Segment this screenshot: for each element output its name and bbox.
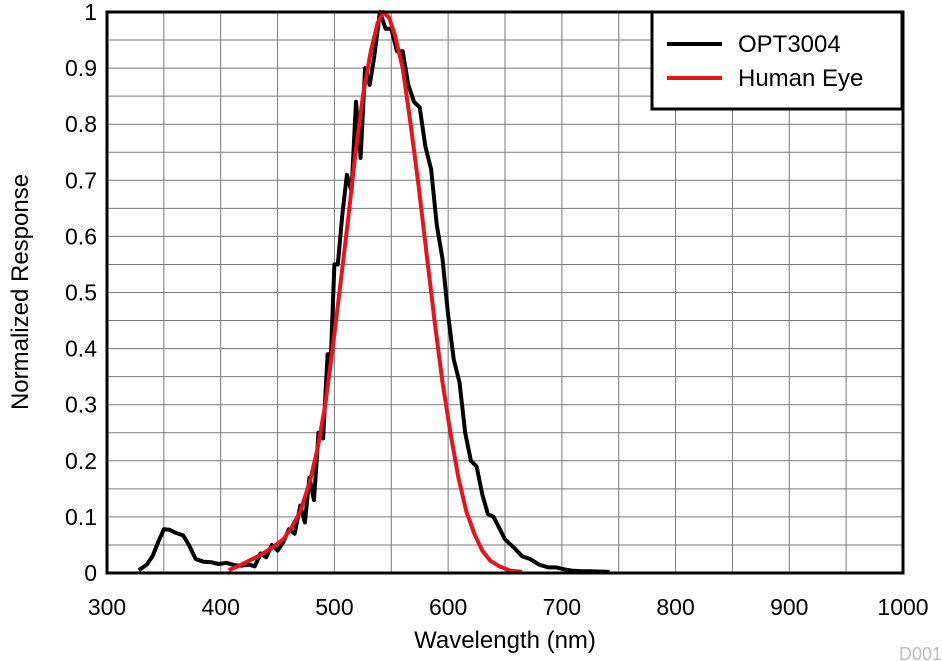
y-tick-labels: 0 0.1 0.2 0.3 0.4 0.5 0.6 0.7 0.8 0.9 1 (65, 0, 97, 586)
y-axis-title: Normalized Response (7, 174, 34, 410)
y-tick-label: 0.8 (65, 111, 97, 137)
y-tick-label: 1 (84, 0, 97, 25)
y-tick-label: 0.7 (65, 167, 97, 193)
series-line-opt3004 (137, 10, 610, 574)
x-tick-label: 700 (543, 594, 581, 620)
x-tick-labels: 300 400 500 600 700 800 900 1000 (88, 594, 929, 620)
y-tick-label: 0.2 (65, 448, 97, 474)
y-tick-label: 0.5 (65, 280, 97, 306)
x-tick-label: 900 (770, 594, 808, 620)
x-tick-label: 600 (429, 594, 467, 620)
series-line-human-eye (227, 10, 523, 574)
x-tick-label: 1000 (877, 594, 928, 620)
legend-label-opt3004: OPT3004 (738, 31, 841, 58)
legend-box (650, 10, 904, 111)
legend: OPT3004 Human Eye (650, 10, 904, 111)
x-tick-label: 400 (202, 594, 240, 620)
y-tick-label: 0.1 (65, 504, 97, 530)
watermark: D001 (899, 644, 942, 661)
legend-label-human-eye: Human Eye (738, 65, 863, 92)
x-tick-label: 800 (656, 594, 694, 620)
y-tick-label: 0.6 (65, 223, 97, 249)
series-layer (137, 10, 610, 574)
x-tick-label: 300 (88, 594, 126, 620)
y-tick-label: 0.9 (65, 55, 97, 81)
y-tick-label: 0 (84, 560, 97, 586)
y-tick-label: 0.3 (65, 392, 97, 418)
x-tick-label: 500 (315, 594, 353, 620)
plot-frame (105, 10, 905, 575)
x-axis-title: Wavelength (nm) (414, 627, 596, 654)
y-tick-label: 0.4 (65, 336, 97, 362)
